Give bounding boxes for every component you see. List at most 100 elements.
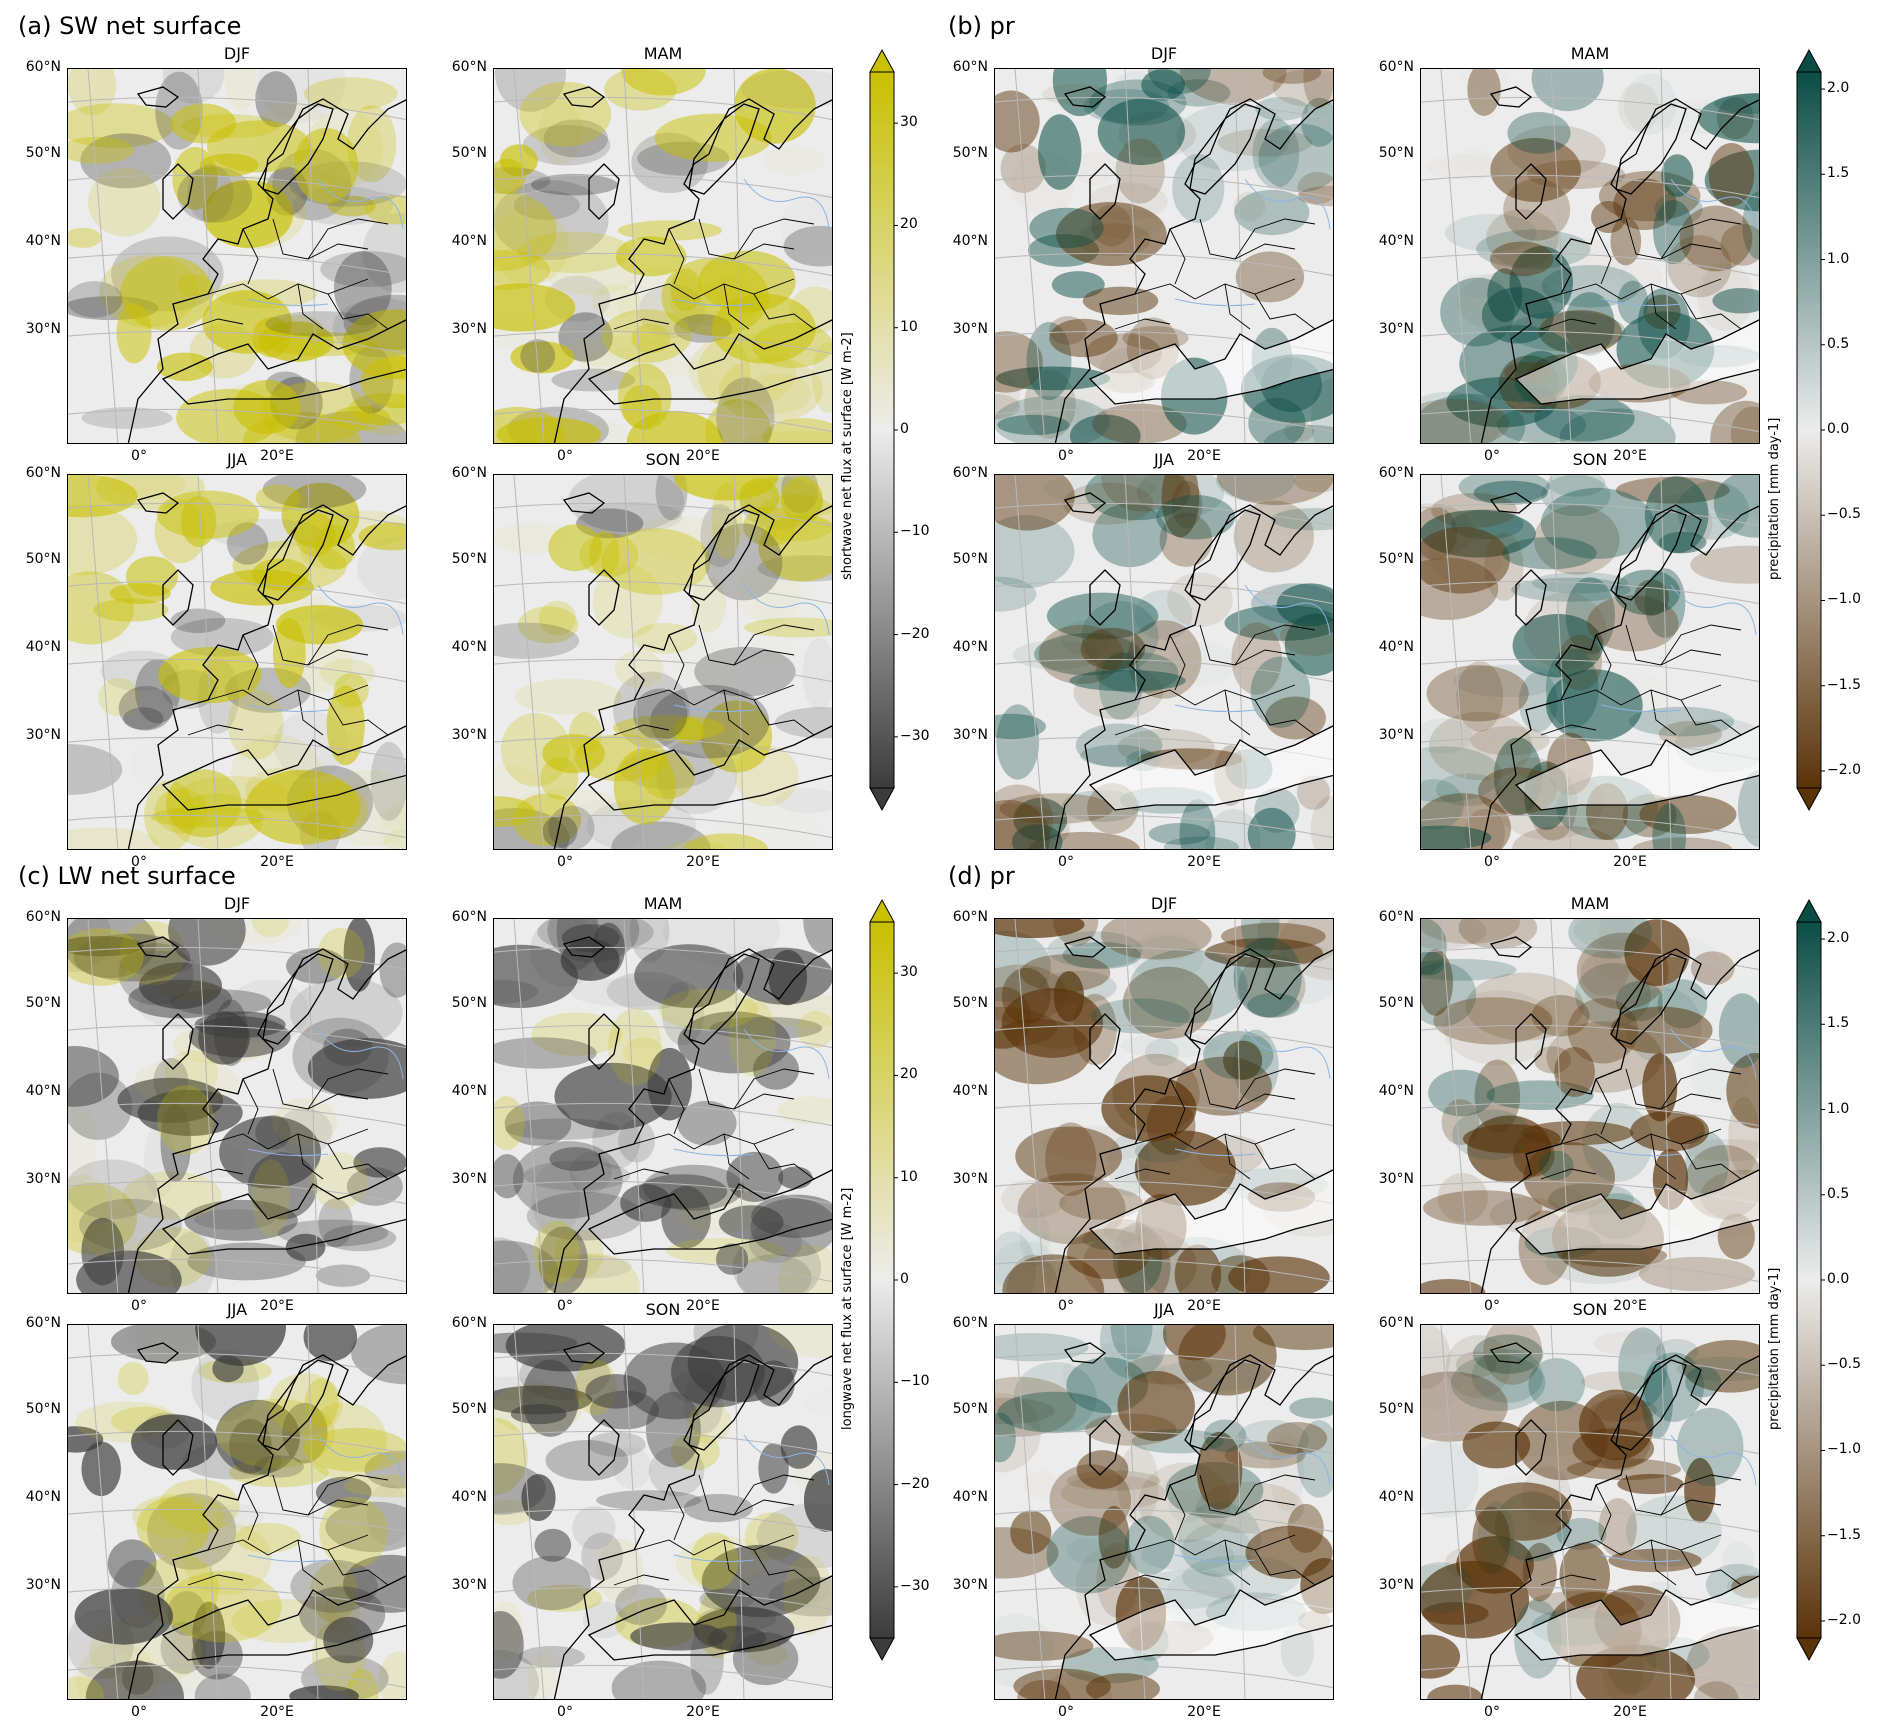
subplot-title-djf: DJF [1150,44,1178,63]
map-c-djf [67,918,407,1294]
lat-label: 60°N [25,1315,61,1331]
colorbar-tick-label: 2.0 [1827,930,1850,947]
lat-label: 40°N [451,1083,487,1099]
lat-label: 30°N [952,1577,988,1593]
lon-label: 20°E [260,854,294,870]
lat-label: 60°N [25,59,61,75]
lat-label: 50°N [25,1401,61,1417]
subplot-title-djf: DJF [223,44,251,63]
lon-label: 20°E [260,448,294,464]
lat-label: 30°N [451,727,487,743]
colorbar [1796,898,1825,1662]
lon-label: 20°E [686,1298,720,1314]
lat-label: 30°N [1378,1171,1414,1187]
lat-label: 60°N [952,465,988,481]
map-d-mam [1420,918,1760,1294]
lat-label: 60°N [1378,465,1414,481]
lat-label: 40°N [1378,1083,1414,1099]
lat-label: 40°N [1378,1489,1414,1505]
map-canvas [494,69,832,443]
lon-label: 0° [1058,1298,1074,1314]
subplot-title-djf: DJF [1150,894,1178,913]
map-canvas [995,1325,1333,1699]
colorbar-tick-label: 1.0 [1827,1100,1850,1117]
map-canvas [995,919,1333,1293]
lat-label: 30°N [451,1577,487,1593]
lon-label: 20°E [1613,1298,1647,1314]
colorbar-tick-label: 10 [900,318,918,335]
lat-label: 40°N [451,233,487,249]
lon-label: 20°E [1613,854,1647,870]
map-canvas [68,475,406,849]
lon-label: 20°E [260,1704,294,1720]
colorbar-tick-label: −2.0 [1827,761,1861,778]
lon-label: 0° [1484,1298,1500,1314]
subplot-title-son: SON [1572,1300,1608,1319]
lat-label: 30°N [952,321,988,337]
lat-label: 30°N [952,1171,988,1187]
subplot-title-jja: JJA [226,450,248,469]
lon-label: 20°E [1187,1298,1221,1314]
map-a-son [493,474,833,850]
subplot-title-jja: JJA [226,1300,248,1319]
lon-label: 0° [131,854,147,870]
map-b-mam [1420,68,1760,444]
colorbar-tick-label: 0.0 [1827,1271,1850,1287]
subplot-title-mam: MAM [1570,894,1610,913]
lat-label: 50°N [1378,145,1414,161]
colorbar-tick-label: 20 [900,1066,918,1083]
map-canvas [68,1325,406,1699]
lon-label: 20°E [1187,1704,1221,1720]
lat-label: 30°N [1378,727,1414,743]
map-a-djf [67,68,407,444]
map-canvas [494,475,832,849]
lon-label: 20°E [1613,1704,1647,1720]
lat-label: 50°N [952,1401,988,1417]
map-a-mam [493,68,833,444]
colorbar-tick-label: 30 [900,114,918,131]
lat-label: 50°N [25,551,61,567]
map-c-mam [493,918,833,1294]
lat-label: 50°N [1378,995,1414,1011]
lat-label: 40°N [1378,233,1414,249]
lon-label: 0° [131,1298,147,1314]
map-canvas [995,69,1333,443]
lat-label: 60°N [25,909,61,925]
map-d-jja [994,1324,1334,1700]
lat-label: 50°N [451,995,487,1011]
colorbar-label: precipitation [mm day-1] [1767,417,1782,580]
colorbar-tick-label: 0.0 [1827,421,1850,437]
lat-label: 30°N [952,727,988,743]
lon-label: 20°E [686,854,720,870]
lon-label: 0° [557,1704,573,1720]
colorbar-tick-label: 0 [900,421,909,437]
panel-title: (a) SW net surface [18,12,242,40]
lat-label: 50°N [1378,551,1414,567]
lat-label: 30°N [451,321,487,337]
colorbar-tick-label: −30 [900,1577,930,1594]
colorbar [1796,48,1825,812]
lat-label: 60°N [1378,1315,1414,1331]
lat-label: 60°N [1378,909,1414,925]
lon-label: 0° [557,1298,573,1314]
lat-label: 60°N [952,59,988,75]
lon-label: 20°E [1187,854,1221,870]
map-b-djf [994,68,1334,444]
colorbar-label: precipitation [mm day-1] [1767,1267,1782,1430]
colorbar-tick-label: 20 [900,216,918,233]
lon-label: 0° [1058,1704,1074,1720]
colorbar-tick-label: 30 [900,964,918,981]
subplot-title-djf: DJF [223,894,251,913]
panel-title: (d) pr [948,862,1015,890]
colorbar-tick-label: 1.0 [1827,250,1850,267]
subplot-title-mam: MAM [643,44,683,63]
lon-label: 20°E [260,1298,294,1314]
colorbar-tick-label: −1.5 [1827,676,1861,693]
lon-label: 20°E [686,448,720,464]
colorbar-tick-label: 0.5 [1827,1185,1850,1202]
lat-label: 50°N [952,145,988,161]
colorbar-tick-label: −20 [900,625,930,642]
lon-label: 0° [1484,448,1500,464]
lat-label: 50°N [25,995,61,1011]
lat-label: 30°N [25,727,61,743]
